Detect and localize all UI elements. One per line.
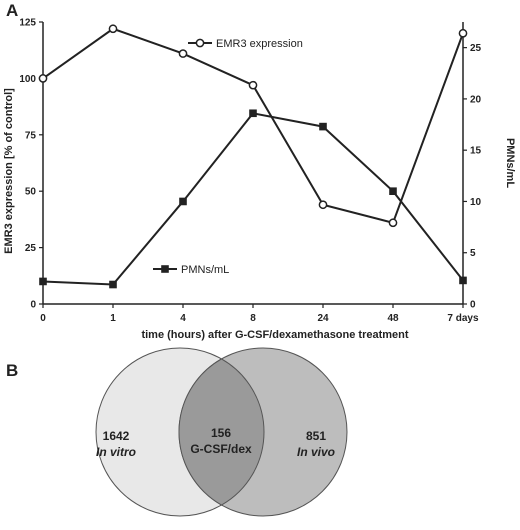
venn-in-vitro-count: 1642 <box>103 429 130 443</box>
data-point-pmn <box>109 280 117 289</box>
data-point-emr3 <box>388 218 398 228</box>
y-right-tick-label: 15 <box>470 146 482 157</box>
data-point-emr3 <box>108 24 118 34</box>
y-left-tick-label: 125 <box>19 18 36 29</box>
y-left-tick-label: 75 <box>25 130 37 141</box>
x-tick-label: 0 <box>40 313 46 324</box>
venn-overlap-region <box>178 358 265 506</box>
x-tick-label: 7 days <box>447 313 479 324</box>
venn-overlap-label: G-CSF/dex <box>190 442 252 456</box>
y-right-tick-label: 10 <box>470 197 482 208</box>
data-point-pmn <box>389 187 397 195</box>
y-left-tick-label: 25 <box>25 243 37 254</box>
data-point-pmn <box>179 197 187 206</box>
data-point-emr3 <box>248 80 258 90</box>
x-tick-label: 24 <box>317 313 329 324</box>
data-point-pmn <box>459 276 467 285</box>
venn-in-vitro-label: In vitro <box>96 445 136 459</box>
y-left-tick-label: 0 <box>30 300 36 311</box>
y-left-tick-label: 50 <box>25 187 37 198</box>
data-point-pmn <box>39 277 47 286</box>
x-tick-label: 4 <box>180 313 186 324</box>
panel-b-letter: B <box>6 361 18 380</box>
data-point-emr3 <box>458 28 468 38</box>
x-tick-label: 8 <box>250 313 256 324</box>
x-tick-label: 48 <box>387 313 399 324</box>
y-axis-left-title: EMR3 expression [% of control] <box>3 88 15 254</box>
venn-in-vivo-count: 851 <box>306 429 326 443</box>
y-left-tick-label: 100 <box>19 74 36 85</box>
x-axis-title: time (hours) after G-CSF/dexamethasone t… <box>141 329 408 341</box>
legend-marker-emr3 <box>195 38 205 48</box>
legend-marker-pmn <box>161 265 169 273</box>
venn-overlap-count: 156 <box>211 426 231 440</box>
y-axis-right-title: PMNs/mL <box>504 138 516 188</box>
legend-label-pmn: PMNs/mL <box>181 264 229 276</box>
y-right-tick-label: 20 <box>470 94 482 105</box>
data-point-emr3 <box>38 74 48 83</box>
venn-in-vivo-label: In vivo <box>297 445 335 459</box>
data-point-emr3 <box>318 200 328 210</box>
data-point-pmn <box>249 109 257 118</box>
venn-diagram: 1642 In vitro 156 G-CSF/dex 851 In vivo <box>95 347 348 517</box>
x-tick-label: 1 <box>110 313 116 324</box>
y-right-tick-label: 5 <box>470 248 476 259</box>
series-line-pmn <box>42 112 464 286</box>
legend-label-emr3: EMR3 expression <box>216 38 303 50</box>
data-point-emr3 <box>178 49 188 58</box>
y-right-tick-label: 25 <box>470 43 482 54</box>
panel-a-letter: A <box>6 1 18 20</box>
data-point-pmn <box>319 122 327 131</box>
series-line-emr3 <box>42 27 464 224</box>
y-right-tick-label: 0 <box>470 300 476 311</box>
